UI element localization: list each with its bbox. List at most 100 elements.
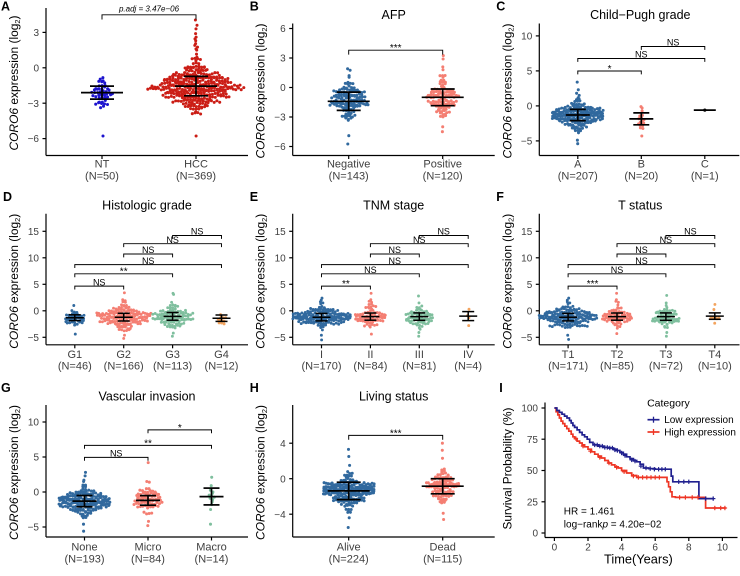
svg-text:Survival Probability (%): Survival Probability (%) (500, 407, 514, 529)
svg-text:0: 0 (532, 529, 538, 540)
svg-text:−4: −4 (274, 510, 286, 521)
svg-text:I: I (320, 349, 323, 361)
svg-text:15: 15 (521, 227, 533, 238)
svg-text:(N=84): (N=84) (131, 553, 165, 565)
svg-text:(N=224): (N=224) (329, 553, 369, 565)
svg-text:(N=46): (N=46) (58, 361, 92, 373)
svg-text:NS: NS (437, 227, 450, 237)
svg-text:−5: −5 (274, 333, 286, 344)
svg-text:***: *** (390, 43, 402, 54)
svg-text:CORO6 expression (log2): CORO6 expression (log2) (254, 214, 269, 349)
svg-text:−3: −3 (274, 113, 286, 124)
svg-text:100: 100 (521, 404, 538, 415)
svg-text:−5: −5 (28, 333, 40, 344)
svg-text:0: 0 (280, 474, 286, 485)
svg-text:0: 0 (552, 543, 558, 554)
svg-text:NS: NS (166, 235, 179, 245)
svg-text:NS: NS (142, 245, 155, 255)
svg-text:NT: NT (95, 159, 110, 171)
svg-text:(N=369): (N=369) (176, 170, 216, 182)
svg-text:Living status: Living status (359, 390, 428, 404)
svg-text:B: B (250, 0, 259, 14)
svg-text:10: 10 (521, 253, 533, 264)
svg-text:***: *** (390, 428, 402, 439)
svg-text:G4: G4 (214, 349, 229, 361)
svg-text:NS: NS (667, 38, 680, 48)
svg-text:(N=20): (N=20) (624, 170, 658, 182)
svg-text:T4: T4 (708, 349, 721, 361)
svg-text:10: 10 (275, 253, 287, 264)
svg-text:(N=170): (N=170) (301, 361, 341, 373)
svg-text:A: A (1, 0, 10, 14)
svg-text:3: 3 (280, 54, 286, 65)
svg-text:(N=50): (N=50) (85, 170, 119, 182)
svg-text:NS: NS (142, 256, 155, 266)
svg-text:−6: −6 (274, 142, 286, 153)
svg-text:(N=85): (N=85) (600, 361, 634, 373)
svg-text:(N=14): (N=14) (195, 553, 229, 565)
svg-text:5: 5 (527, 280, 533, 291)
svg-text:Time(Years): Time(Years) (604, 552, 673, 567)
svg-text:(N=4): (N=4) (454, 361, 482, 373)
svg-text:(N=113): (N=113) (153, 361, 192, 373)
svg-text:(N=115): (N=115) (423, 553, 462, 565)
svg-text:10: 10 (521, 32, 533, 43)
svg-text:p.adj = 3.47e−06: p.adj = 3.47e−06 (118, 5, 180, 14)
svg-text:5: 5 (527, 67, 533, 78)
svg-text:0: 0 (527, 102, 533, 113)
svg-text:B: B (638, 159, 645, 171)
svg-text:(N=166): (N=166) (104, 361, 144, 373)
svg-text:(N=207): (N=207) (558, 170, 598, 182)
svg-text:II: II (367, 349, 373, 361)
svg-text:NS: NS (389, 245, 402, 255)
svg-text:A: A (574, 159, 582, 171)
svg-text:CORO6 expression (log2): CORO6 expression (log2) (500, 214, 515, 349)
svg-text:*: * (178, 423, 182, 434)
svg-text:(N=171): (N=171) (548, 361, 588, 373)
svg-text:NS: NS (635, 50, 648, 60)
svg-text:NS: NS (93, 277, 106, 287)
svg-text:CORO6 expression (log2): CORO6 expression (log2) (254, 405, 269, 540)
svg-text:Alive: Alive (337, 542, 361, 554)
svg-text:NS: NS (635, 245, 648, 255)
svg-text:Macro: Macro (196, 542, 227, 554)
svg-text:**: ** (120, 267, 128, 278)
svg-text:**: ** (144, 438, 152, 449)
svg-text:NS: NS (413, 235, 426, 245)
svg-text:NS: NS (611, 265, 624, 275)
svg-text:G3: G3 (165, 349, 180, 361)
svg-text:−5: −5 (521, 137, 533, 148)
svg-text:(N=193): (N=193) (64, 553, 104, 565)
svg-text:Category: Category (647, 398, 690, 410)
svg-text:III: III (415, 349, 424, 361)
svg-text:(N=10): (N=10) (698, 361, 732, 373)
svg-text:CORO6 expression (log2): CORO6 expression (log2) (254, 24, 269, 159)
svg-text:5: 5 (280, 280, 286, 291)
svg-text:D: D (3, 190, 12, 204)
svg-text:(N=120): (N=120) (423, 170, 463, 182)
svg-text:Positive: Positive (423, 159, 462, 171)
svg-text:G2: G2 (116, 349, 131, 361)
svg-text:HR = 1.461: HR = 1.461 (564, 506, 615, 517)
svg-text:Histologic grade: Histologic grade (102, 198, 192, 212)
svg-text:10: 10 (28, 253, 40, 264)
svg-text:NS: NS (684, 227, 697, 237)
svg-text:(N=84): (N=84) (353, 361, 387, 373)
svg-text:0: 0 (527, 306, 533, 317)
svg-text:NS: NS (191, 227, 204, 237)
svg-text:50: 50 (527, 466, 539, 477)
svg-text:E: E (250, 190, 258, 204)
svg-text:0: 0 (33, 306, 39, 317)
svg-text:NS: NS (660, 235, 673, 245)
svg-text:***: *** (587, 279, 599, 290)
svg-text:0: 0 (280, 83, 286, 94)
svg-text:T3: T3 (659, 349, 672, 361)
svg-text:(N=1): (N=1) (691, 170, 719, 182)
svg-text:Dead: Dead (430, 542, 456, 554)
svg-text:4: 4 (619, 543, 625, 554)
svg-text:15: 15 (28, 227, 40, 238)
svg-text:CORO6 expression (log2): CORO6 expression (log2) (500, 24, 515, 159)
svg-text:Micro: Micro (135, 542, 162, 554)
svg-text:C: C (496, 0, 505, 14)
svg-text:8: 8 (686, 543, 692, 554)
